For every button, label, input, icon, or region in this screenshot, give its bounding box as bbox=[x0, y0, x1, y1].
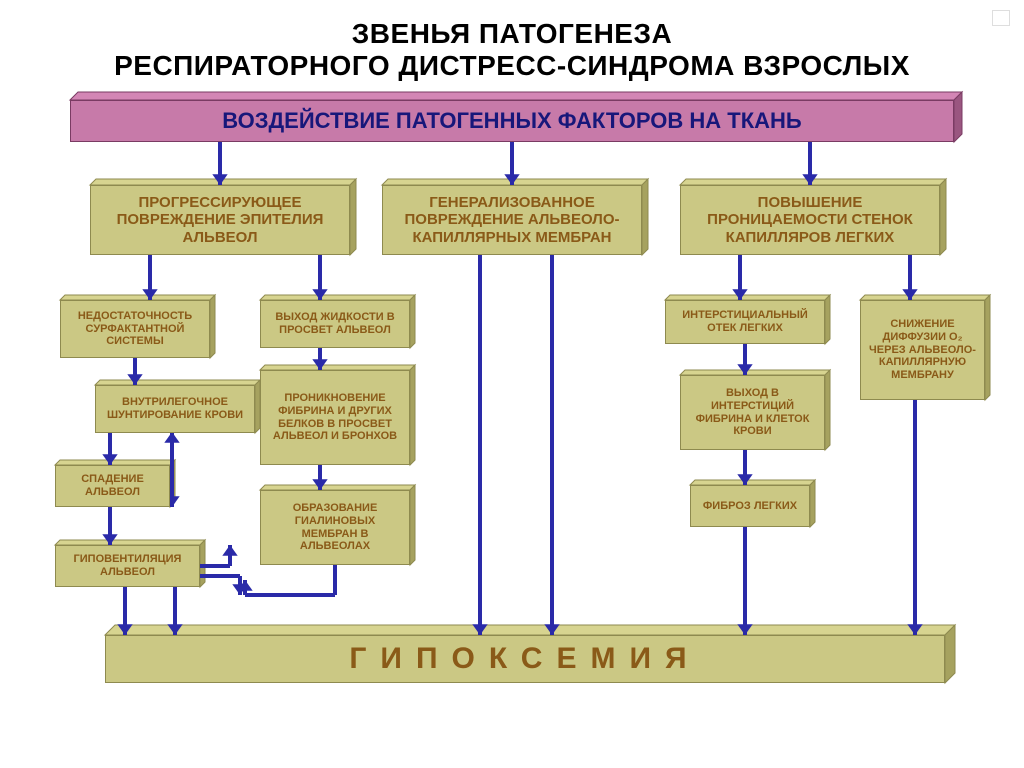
diagram-stage: ЗВЕНЬЯ ПАТОГЕНЕЗАРЕСПИРАТОРНОГО ДИСТРЕСС… bbox=[0, 0, 1024, 768]
bottom-box: ГИПОКСЕМИЯ bbox=[105, 635, 945, 683]
corner-mark bbox=[992, 10, 1010, 26]
box-L2a: ПРОГРЕССИРУЮЩЕЕ ПОВРЕЖДЕНИЕ ЭПИТЕЛИЯ АЛЬ… bbox=[90, 185, 350, 255]
title: ЗВЕНЬЯ ПАТОГЕНЕЗАРЕСПИРАТОРНОГО ДИСТРЕСС… bbox=[0, 18, 1024, 82]
box-S5: СПАДЕНИЕ АЛЬВЕОЛ bbox=[55, 465, 170, 507]
box-S8: ИНТЕРСТИЦИАЛЬНЫЙ ОТЕК ЛЕГКИХ bbox=[665, 300, 825, 344]
box-S10: ВЫХОД В ИНТЕРСТИЦИЙ ФИБРИНА И КЛЕТОК КРО… bbox=[680, 375, 825, 450]
title-line1: ЗВЕНЬЯ ПАТОГЕНЕЗА bbox=[0, 18, 1024, 50]
box-L2b: ГЕНЕРАЛИЗОВАННОЕ ПОВРЕЖДЕНИЕ АЛЬВЕОЛО-КА… bbox=[382, 185, 642, 255]
box-S1: НЕДОСТАТОЧНОСТЬ СУРФАКТАНТНОЙ СИСТЕМЫ bbox=[60, 300, 210, 358]
header-box: ВОЗДЕЙСТВИЕ ПАТОГЕННЫХ ФАКТОРОВ НА ТКАНЬ bbox=[70, 100, 954, 142]
box-S3: ВНУТРИЛЕГОЧНОЕ ШУНТИРОВАНИЕ КРОВИ bbox=[95, 385, 255, 433]
title-line2: РЕСПИРАТОРНОГО ДИСТРЕСС-СИНДРОМА ВЗРОСЛЫ… bbox=[0, 50, 1024, 82]
box-S6: ОБРАЗОВАНИЕ ГИАЛИНОВЫХ МЕМБРАН В АЛЬВЕОЛ… bbox=[260, 490, 410, 565]
box-S11: ФИБРОЗ ЛЕГКИХ bbox=[690, 485, 810, 527]
box-S4: ПРОНИКНОВЕНИЕ ФИБРИНА И ДРУГИХ БЕЛКОВ В … bbox=[260, 370, 410, 465]
box-L2c: ПОВЫШЕНИЕ ПРОНИЦАЕМОСТИ СТЕНОК КАПИЛЛЯРО… bbox=[680, 185, 940, 255]
box-S2: ВЫХОД ЖИДКОСТИ В ПРОСВЕТ АЛЬВЕОЛ bbox=[260, 300, 410, 348]
box-S7: ГИПОВЕНТИЛЯЦИЯ АЛЬВЕОЛ bbox=[55, 545, 200, 587]
box-S9: СНИЖЕНИЕ ДИФФУЗИИ O₂ ЧЕРЕЗ АЛЬВЕОЛО-КАПИ… bbox=[860, 300, 985, 400]
